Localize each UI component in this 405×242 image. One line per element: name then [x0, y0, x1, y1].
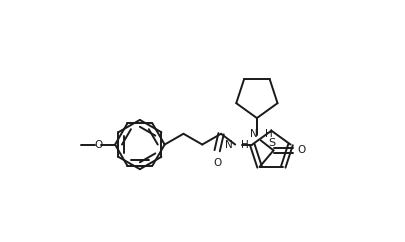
Text: H: H [240, 140, 248, 150]
Text: N: N [224, 140, 232, 150]
Text: O: O [297, 145, 305, 155]
Text: O: O [94, 140, 102, 150]
Text: S: S [267, 138, 274, 148]
Text: H: H [264, 129, 272, 139]
Text: N: N [249, 129, 257, 139]
Text: O: O [213, 159, 221, 168]
